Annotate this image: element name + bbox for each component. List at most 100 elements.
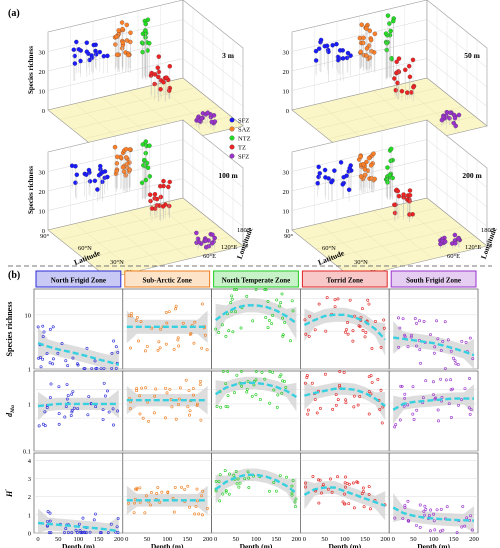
data-point	[99, 367, 103, 370]
data-point	[313, 48, 319, 54]
data-point	[41, 357, 45, 361]
x-axis-label: Depth (m)	[328, 542, 361, 548]
data-point	[367, 302, 371, 306]
data-point	[271, 313, 275, 317]
data-point	[367, 412, 371, 416]
floor-gridline	[315, 97, 452, 130]
data-point	[266, 326, 270, 330]
z-axis-label: Species richness	[27, 166, 35, 214]
data-point	[196, 239, 202, 245]
data-point	[435, 508, 439, 512]
data-point	[447, 116, 452, 121]
data-point	[152, 411, 156, 415]
data-point	[124, 155, 129, 160]
lon-tick-label: 180°	[481, 227, 494, 234]
data-point	[384, 47, 389, 53]
data-point	[453, 359, 457, 363]
data-point	[224, 404, 228, 408]
lon-tick-label: 120°E	[465, 244, 481, 251]
data-point	[46, 519, 49, 523]
data-point	[51, 357, 55, 361]
data-point	[291, 309, 295, 313]
data-point	[316, 478, 320, 482]
scatter3d-plot-1: 0 10 20 30 Species richness 3 m	[27, 0, 244, 159]
data-point	[56, 351, 60, 355]
floor-gridline	[303, 87, 440, 120]
data-point	[143, 35, 148, 40]
data-point	[214, 479, 218, 483]
data-point	[85, 346, 89, 350]
z-tick-label: 10	[39, 209, 46, 216]
confidence-band	[38, 508, 119, 533]
data-point	[464, 340, 468, 344]
data-point	[240, 369, 243, 373]
data-point	[367, 55, 373, 60]
x-tick-label: 150	[183, 536, 193, 543]
data-point	[268, 401, 272, 405]
data-point	[398, 418, 402, 422]
data-point	[90, 367, 94, 370]
data-point	[285, 475, 288, 479]
data-point	[156, 348, 160, 352]
data-point	[439, 529, 442, 533]
data-point	[403, 67, 408, 73]
data-point	[75, 531, 79, 535]
data-point	[193, 320, 197, 324]
data-point	[126, 52, 131, 58]
data-point	[145, 344, 149, 348]
data-point	[139, 40, 145, 45]
data-point	[382, 318, 386, 322]
data-point	[283, 321, 287, 324]
lat-tick-label: 90°	[284, 233, 294, 240]
data-point	[134, 318, 138, 322]
data-point	[245, 390, 249, 394]
y-tick-label: 0	[28, 531, 31, 538]
data-point	[78, 58, 83, 64]
data-point	[303, 318, 307, 322]
floor-gridline	[345, 217, 407, 266]
data-point	[382, 326, 386, 330]
data-point	[36, 325, 40, 329]
data-point	[362, 505, 366, 509]
data-point	[368, 163, 374, 168]
zone-header-box	[301, 270, 388, 288]
data-point	[371, 151, 376, 156]
data-point	[43, 424, 47, 428]
data-point	[392, 202, 397, 208]
data-point	[80, 531, 84, 535]
data-point	[48, 511, 52, 515]
data-point	[352, 506, 356, 510]
data-point	[470, 528, 474, 532]
data-point	[278, 375, 282, 379]
data-point	[230, 294, 234, 298]
floor-plane	[47, 77, 244, 159]
data-point	[224, 334, 228, 338]
data-point	[247, 486, 251, 489]
data-point	[449, 388, 453, 392]
data-point	[326, 49, 331, 55]
data-point	[205, 110, 210, 115]
lat-tick-label: 30°N	[354, 259, 368, 266]
data-point	[401, 317, 405, 321]
data-point	[308, 314, 312, 318]
data-point	[254, 288, 258, 291]
floor-plane	[47, 197, 244, 279]
data-point	[164, 310, 168, 314]
data-point	[332, 168, 337, 173]
data-point	[322, 167, 328, 173]
data-point	[192, 393, 196, 397]
data-point	[116, 531, 120, 535]
data-point	[410, 57, 416, 63]
data-point	[130, 311, 133, 315]
legend-label: TZ	[238, 145, 246, 152]
data-point	[344, 401, 348, 405]
data-point	[112, 144, 118, 150]
data-point	[336, 297, 340, 301]
data-point	[76, 407, 80, 411]
data-point	[155, 492, 159, 495]
data-point	[165, 321, 169, 325]
data-point	[156, 54, 162, 59]
x-tick-label: 200	[114, 536, 124, 543]
data-point	[368, 37, 374, 43]
floor-gridline	[101, 217, 163, 266]
